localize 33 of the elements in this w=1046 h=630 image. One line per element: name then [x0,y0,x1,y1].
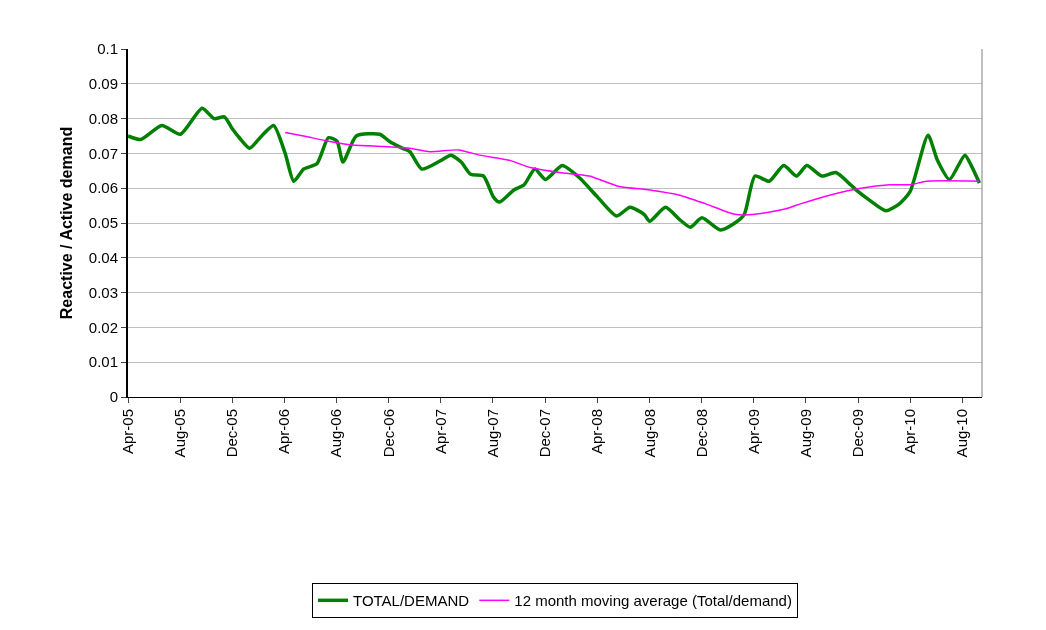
legend-label: 12 month moving average (Total/demand) [514,592,792,610]
y-tick-label: 0.01 [88,353,118,371]
line-series [284,131,981,216]
x-tick-label: Dec-06 [379,409,397,458]
x-tick-label: Aug-05 [171,409,189,458]
y-tick-label: 0.02 [88,318,118,336]
line-series [128,106,982,232]
y-axis-title: Reactive / Active demand [58,126,76,320]
x-tick-label: Apr-09 [744,409,762,455]
x-tick-label: Dec-09 [849,409,867,458]
x-tick-label: Apr-07 [431,409,449,455]
y-tick-label: 0.03 [88,283,118,301]
y-tick-label: 0.1 [97,40,118,58]
y-tick-label: 0.07 [88,144,118,162]
y-tick-label: 0.04 [88,249,118,267]
y-tick-label: 0.08 [88,109,118,127]
y-tick-label: 0.06 [88,179,118,197]
x-tick-label: Dec-08 [692,409,710,458]
x-tick-label: Apr-06 [275,409,293,455]
y-tick-label: 0.05 [88,214,118,232]
x-tick-label: Aug-10 [953,409,971,458]
x-tick-label: Aug-07 [483,409,501,458]
x-tick-label: Apr-10 [900,409,918,455]
x-tick-label: Apr-08 [588,409,606,455]
x-tick-label: Aug-09 [796,409,814,458]
x-tick-label: Aug-06 [327,409,345,458]
x-tick-label: Apr-05 [118,409,136,455]
x-tick-label: Aug-08 [640,409,658,458]
y-tick-label: 0.09 [88,75,118,93]
x-tick-label: Dec-05 [223,409,241,458]
x-tick-label: Dec-07 [536,409,554,458]
y-tick-label: 0 [109,388,118,406]
legend-label: TOTAL/DEMAND [353,592,470,610]
